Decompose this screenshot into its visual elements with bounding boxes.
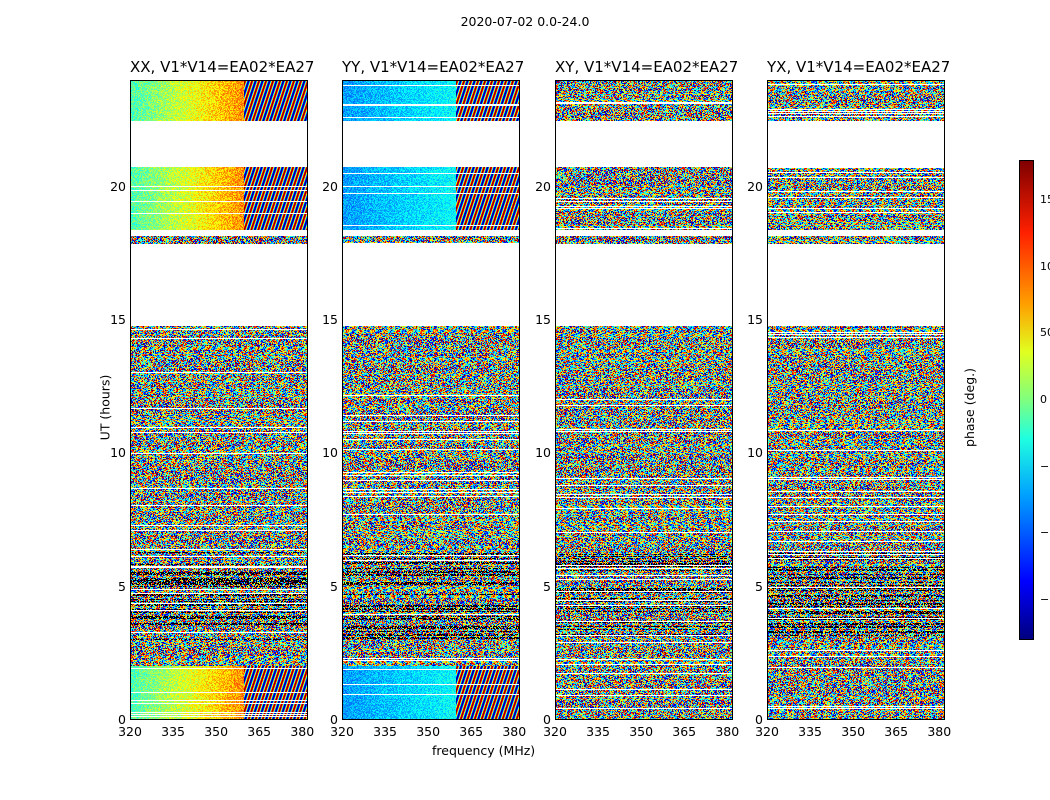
x-tick-label: 365 bbox=[672, 724, 697, 739]
x-tick-label: 335 bbox=[373, 724, 397, 739]
y-tick-label: 5 bbox=[330, 578, 338, 594]
colorbar-tick-label: 150 bbox=[1040, 193, 1050, 206]
y-tick-label: 10 bbox=[110, 445, 126, 461]
panel-frame-xy bbox=[555, 80, 733, 720]
x-tick-label: 335 bbox=[161, 724, 185, 739]
panel-frame-yy bbox=[342, 80, 520, 720]
panel-frame-xx bbox=[130, 80, 308, 720]
x-tick-label: 380 bbox=[927, 724, 952, 739]
y-tick-label: 15 bbox=[535, 312, 551, 327]
y-tick-label: 10 bbox=[747, 445, 763, 461]
y-tick-label: 10 bbox=[535, 445, 551, 461]
x-tick-label: 350 bbox=[629, 724, 654, 739]
x-tick-label: 350 bbox=[841, 724, 866, 739]
y-tick-label: 5 bbox=[118, 578, 126, 594]
x-tick-label: 320 bbox=[330, 724, 354, 739]
x-tick-label: 350 bbox=[416, 724, 441, 739]
heatmap-xy bbox=[556, 81, 732, 719]
y-tick-label: 0 bbox=[543, 712, 551, 727]
panel-title-yx: YX, V1*V14=EA02*EA27 bbox=[767, 58, 951, 76]
x-tick-label: 335 bbox=[798, 724, 822, 739]
x-tick-label: 320 bbox=[755, 724, 779, 739]
x-tick-label: 380 bbox=[715, 724, 740, 739]
heatmap-yx bbox=[768, 81, 944, 719]
colorbar-tick-label: 100 bbox=[1040, 259, 1050, 273]
colorbar bbox=[1019, 160, 1034, 640]
y-tick-label: 0 bbox=[118, 712, 126, 727]
x-tick-label: 365 bbox=[459, 724, 484, 739]
x-tick-label: 335 bbox=[586, 724, 610, 739]
y-tick-label: 0 bbox=[755, 712, 763, 727]
x-tick-label: 365 bbox=[247, 724, 272, 739]
x-tick-label: 380 bbox=[290, 724, 315, 739]
y-tick-label: 20 bbox=[322, 178, 338, 194]
figure-suptitle: 2020-07-02 0.0-24.0 bbox=[460, 14, 590, 29]
panel-title-xy: XY, V1*V14=EA02*EA27 bbox=[555, 58, 739, 76]
x-tick-label: 365 bbox=[884, 724, 909, 739]
panel-title-yy: YY, V1*V14=EA02*EA27 bbox=[342, 58, 525, 76]
y-tick-label: 20 bbox=[110, 178, 126, 194]
heatmap-xx bbox=[131, 81, 307, 719]
x-tick-label: 350 bbox=[204, 724, 229, 739]
colorbar-tick-label: −50 bbox=[1040, 459, 1050, 473]
y-tick-label: 10 bbox=[322, 445, 338, 461]
y-tick-label: 20 bbox=[747, 178, 763, 194]
colorbar-tick-label: −100 bbox=[1040, 526, 1050, 540]
y-tick-label: 15 bbox=[747, 312, 763, 327]
colorbar-tick-label: 0 bbox=[1040, 393, 1047, 406]
y-tick-label: 20 bbox=[535, 178, 551, 194]
colorbar-label: phase (deg.) bbox=[961, 368, 977, 447]
heatmap-yy bbox=[343, 81, 519, 719]
y-axis-label: UT (hours) bbox=[97, 374, 113, 441]
panel-frame-yx bbox=[767, 80, 945, 720]
colorbar-tick-label: −150 bbox=[1040, 593, 1050, 606]
y-tick-label: 5 bbox=[543, 578, 551, 594]
y-tick-label: 15 bbox=[322, 312, 338, 327]
panel-title-xx: XX, V1*V14=EA02*EA27 bbox=[130, 58, 315, 76]
y-tick-label: 15 bbox=[110, 312, 126, 327]
colorbar-tick-label: 50 bbox=[1040, 326, 1050, 340]
x-tick-label: 320 bbox=[543, 724, 567, 739]
y-tick-label: 0 bbox=[330, 712, 338, 727]
x-axis-label: frequency (MHz) bbox=[432, 743, 536, 758]
x-tick-label: 380 bbox=[502, 724, 527, 739]
y-tick-label: 5 bbox=[755, 578, 763, 594]
x-tick-label: 320 bbox=[118, 724, 142, 739]
